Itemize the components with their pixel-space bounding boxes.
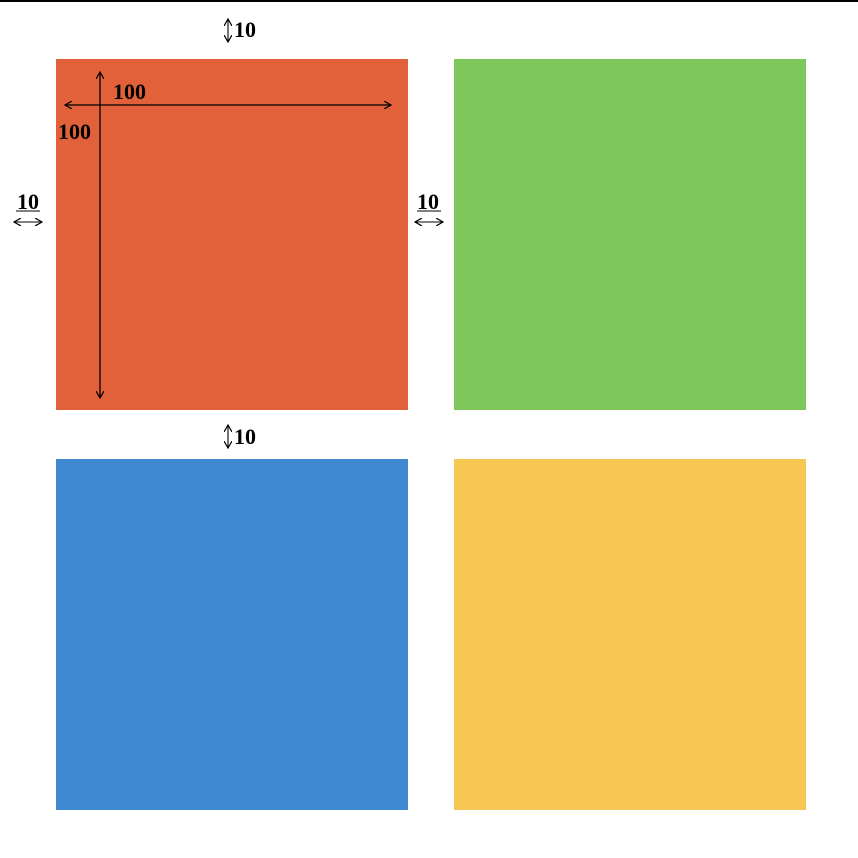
blue-square <box>56 459 408 810</box>
yellow-square <box>454 459 806 810</box>
red-square <box>56 59 408 410</box>
top-gap-label: 10 <box>234 17 256 42</box>
width-label: 100 <box>113 79 146 104</box>
height-label: 100 <box>58 119 91 144</box>
middle-gap-label: 10 <box>234 424 256 449</box>
column-gap-label: 10 <box>417 189 439 214</box>
green-square <box>454 59 806 410</box>
top-border-line <box>0 0 858 2</box>
left-margin-label: 10 <box>17 189 39 214</box>
